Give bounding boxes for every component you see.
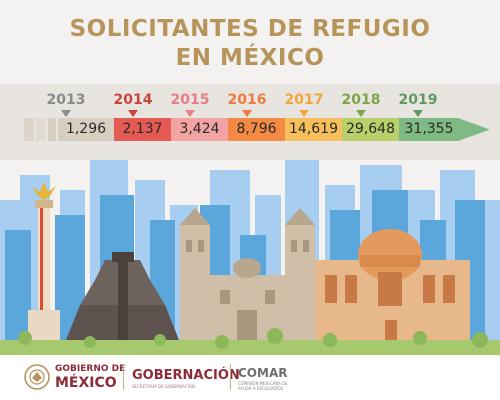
city-skyline-illustration [0,160,500,355]
year-2016: 2016 [227,92,267,108]
year-2013: 2013 [46,92,86,108]
eagle-seal-icon [24,364,50,390]
gobierno-label: GOBIERNO DE [55,364,126,374]
marker-2014 [128,110,138,117]
marker-2013 [61,110,71,117]
timeline-arrow [458,118,490,141]
value-2014: 2,137 [114,118,171,141]
year-2019: 2019 [398,92,438,108]
marker-2019 [413,110,423,117]
footer-divider [123,364,124,390]
mexico-label: MÉXICO [55,375,117,391]
gobernacion-sub: SECRETARÍA DE GOBERNACIÓN [132,384,195,389]
gobernacion-label: GOBERNACIÓN [132,368,240,383]
value-2019: 31,355 [399,118,459,141]
year-2015: 2015 [170,92,210,108]
timeline-stub [24,118,34,141]
value-2013: 1,296 [58,118,114,141]
year-2014: 2014 [113,92,153,108]
year-2017: 2017 [284,92,324,108]
title-line-2: EN MÉXICO [175,45,325,71]
marker-2018 [356,110,366,117]
comar-sub: COMISIÓN MEXICANA DE AYUDA A REFUGIADOS [238,381,288,391]
value-2016: 8,796 [228,118,285,141]
value-2018: 29,648 [342,118,399,141]
footer [0,355,500,400]
footer-divider [230,364,231,390]
marker-2017 [299,110,309,117]
value-2015: 3,424 [171,118,228,141]
year-2018: 2018 [341,92,381,108]
timeline-stub [48,118,56,141]
marker-2016 [242,110,252,117]
marker-2015 [185,110,195,117]
comar-label: COMAR [238,366,288,380]
title-line-1: SOLICITANTES DE REFUGIO [69,16,431,42]
timeline-stub [36,118,46,141]
value-2017: 14,619 [285,118,342,141]
